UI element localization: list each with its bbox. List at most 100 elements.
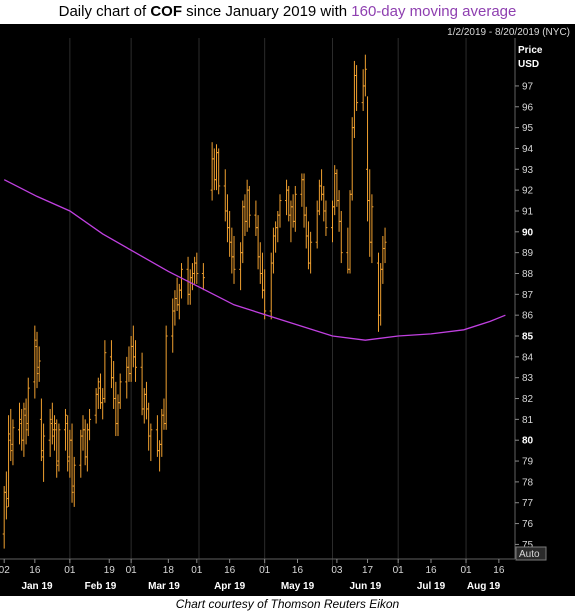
- y-tick-label-96: 96: [522, 102, 534, 113]
- x-tick-label-3: 19: [104, 565, 116, 576]
- y-tick-label-79: 79: [522, 457, 534, 468]
- x-tick-label-10: 03: [331, 565, 343, 576]
- ohlc-bar-69: [217, 148, 221, 195]
- ohlc-bar-18: [55, 419, 59, 478]
- ohlc-bar-10: [33, 325, 37, 399]
- auto-scale-button[interactable]: [515, 546, 547, 561]
- ohlc-bar-99: [309, 231, 313, 274]
- chart-canvas[interactable]: 1/2/2019 - 8/20/2019 (NYC) Price USD 757…: [0, 24, 575, 596]
- x-tick-label-14: 01: [460, 565, 472, 576]
- ohlc-bar-114: [355, 65, 359, 111]
- ohlc-bar-19: [57, 423, 61, 472]
- ohlc-bar-24: [72, 456, 76, 507]
- x-tick-label-6: 01: [191, 565, 203, 576]
- x-month-label-0: Jan 19: [21, 581, 53, 592]
- y-tick-label-84: 84: [522, 352, 534, 363]
- y-axis-ticks: 75 76 77 78 79 80 81 82 83 84 85 86 87 88 89 90 91 92 93 94…: [515, 81, 534, 551]
- ohlc-bar-123: [383, 227, 387, 264]
- x-tick-label-12: 01: [393, 565, 405, 576]
- ohlc-bar-7: [22, 402, 26, 457]
- y-tick-label-94: 94: [522, 144, 534, 155]
- y-tick-label-92: 92: [522, 186, 534, 197]
- y-tick-label-77: 77: [522, 498, 534, 509]
- ohlc-bar-119: [370, 194, 374, 264]
- ohlc-bar-59: [179, 263, 183, 299]
- ohlc-bar-89: [278, 194, 282, 228]
- x-tick-label-8: 01: [259, 565, 271, 576]
- ohlc-bar-65: [201, 263, 205, 291]
- ohlc-bar-104: [324, 200, 328, 236]
- x-tick-label-9: 16: [292, 565, 304, 576]
- x-month-label-7: Aug 19: [467, 581, 501, 592]
- x-axis-ticks: 02 16 01 19 01 18 01 16 01 16 03 17 01 16 01 16: [0, 559, 505, 576]
- x-month-label-3: Apr 19: [214, 581, 246, 592]
- auto-scale-label[interactable]: Auto: [519, 549, 540, 560]
- price-bars: [2, 54, 387, 549]
- y-tick-label-90: 90: [522, 227, 534, 238]
- ohlc-bar-15: [48, 408, 52, 457]
- y-tick-label-78: 78: [522, 477, 534, 488]
- ohlc-bar-8: [24, 398, 28, 445]
- ohlc-bar-1: [4, 471, 8, 520]
- x-axis-months: Jan 19 Feb 19 Mar 19 Apr 19 May 19 Jun 19 Jul …: [21, 581, 500, 592]
- x-month-label-6: Jul 19: [417, 581, 446, 592]
- ohlc-bar-12: [37, 346, 41, 382]
- title-prefix: Daily chart of: [58, 3, 151, 20]
- ohlc-bar-31: [96, 377, 100, 409]
- y-tick-label-93: 93: [522, 165, 534, 176]
- ohlc-bar-5: [18, 402, 22, 445]
- ohlc-bar-16: [50, 402, 54, 445]
- x-tick-label-4: 01: [126, 565, 138, 576]
- y-tick-label-81: 81: [522, 415, 534, 426]
- chart-title: Daily chart of COF since January 2019 wi…: [0, 3, 575, 20]
- x-month-label-5: Jun 19: [350, 581, 382, 592]
- ohlc-bar-2: [7, 415, 11, 507]
- ohlc-bar-44: [134, 340, 138, 382]
- moving-average-line: [3, 179, 506, 341]
- y-tick-label-86: 86: [522, 311, 534, 322]
- y-tick-label-95: 95: [522, 123, 534, 134]
- chart-credit: Chart courtesy of Thomson Reuters Eikon: [175, 597, 400, 611]
- x-month-label-4: May 19: [281, 581, 315, 592]
- y-tick-label-89: 89: [522, 248, 534, 259]
- y-tick-label-75: 75: [522, 540, 534, 551]
- y-tick-label-76: 76: [522, 519, 534, 530]
- y-tick-label-85: 85: [522, 332, 534, 343]
- ohlc-bar-109: [339, 210, 343, 264]
- ohlc-bar-21: [66, 415, 70, 472]
- y-tick-label-88: 88: [522, 269, 534, 280]
- y-axis-title: Price: [518, 45, 543, 56]
- x-tick-label-5: 18: [163, 565, 175, 576]
- grid-layer: [69, 38, 467, 571]
- ohlc-bar-11: [35, 331, 39, 389]
- x-month-label-1: Feb 19: [85, 581, 117, 592]
- ohlc-bar-4: [11, 419, 15, 466]
- ohlc-bar-94: [293, 185, 297, 232]
- ohlc-bar-29: [88, 408, 92, 441]
- y-tick-label-83: 83: [522, 373, 534, 384]
- title-ma-label: 160-day moving average: [351, 3, 517, 20]
- ohlc-bar-116: [363, 54, 367, 97]
- ohlc-bar-9: [26, 377, 30, 437]
- ohlc-bar-17: [53, 415, 57, 451]
- y-tick-label-87: 87: [522, 290, 534, 301]
- ohlc-bar-14: [42, 423, 46, 482]
- ohlc-bar-39: [118, 373, 122, 409]
- title-middle: since January 2019 with: [182, 3, 352, 20]
- x-tick-label-1: 16: [29, 565, 41, 576]
- ohlc-bar-20: [63, 408, 67, 451]
- x-tick-label-11: 17: [362, 565, 374, 576]
- title-ticker: COF: [150, 3, 182, 20]
- chart-background: [0, 24, 575, 596]
- ohlc-bar-74: [232, 235, 236, 284]
- ohlc-bar-79: [247, 185, 251, 228]
- y-tick-label-80: 80: [522, 436, 534, 447]
- chart-panel[interactable]: 1/2/2019 - 8/20/2019 (NYC) Price USD 75 7…: [0, 24, 575, 596]
- x-tick-label-7: 16: [224, 565, 236, 576]
- y-tick-label-82: 82: [522, 394, 534, 405]
- x-tick-label-2: 01: [64, 565, 76, 576]
- y-tick-label-91: 91: [522, 206, 534, 217]
- y-tick-label-97: 97: [522, 81, 534, 92]
- ohlc-bar-64: [195, 252, 199, 284]
- ohlc-bar-3: [9, 408, 13, 462]
